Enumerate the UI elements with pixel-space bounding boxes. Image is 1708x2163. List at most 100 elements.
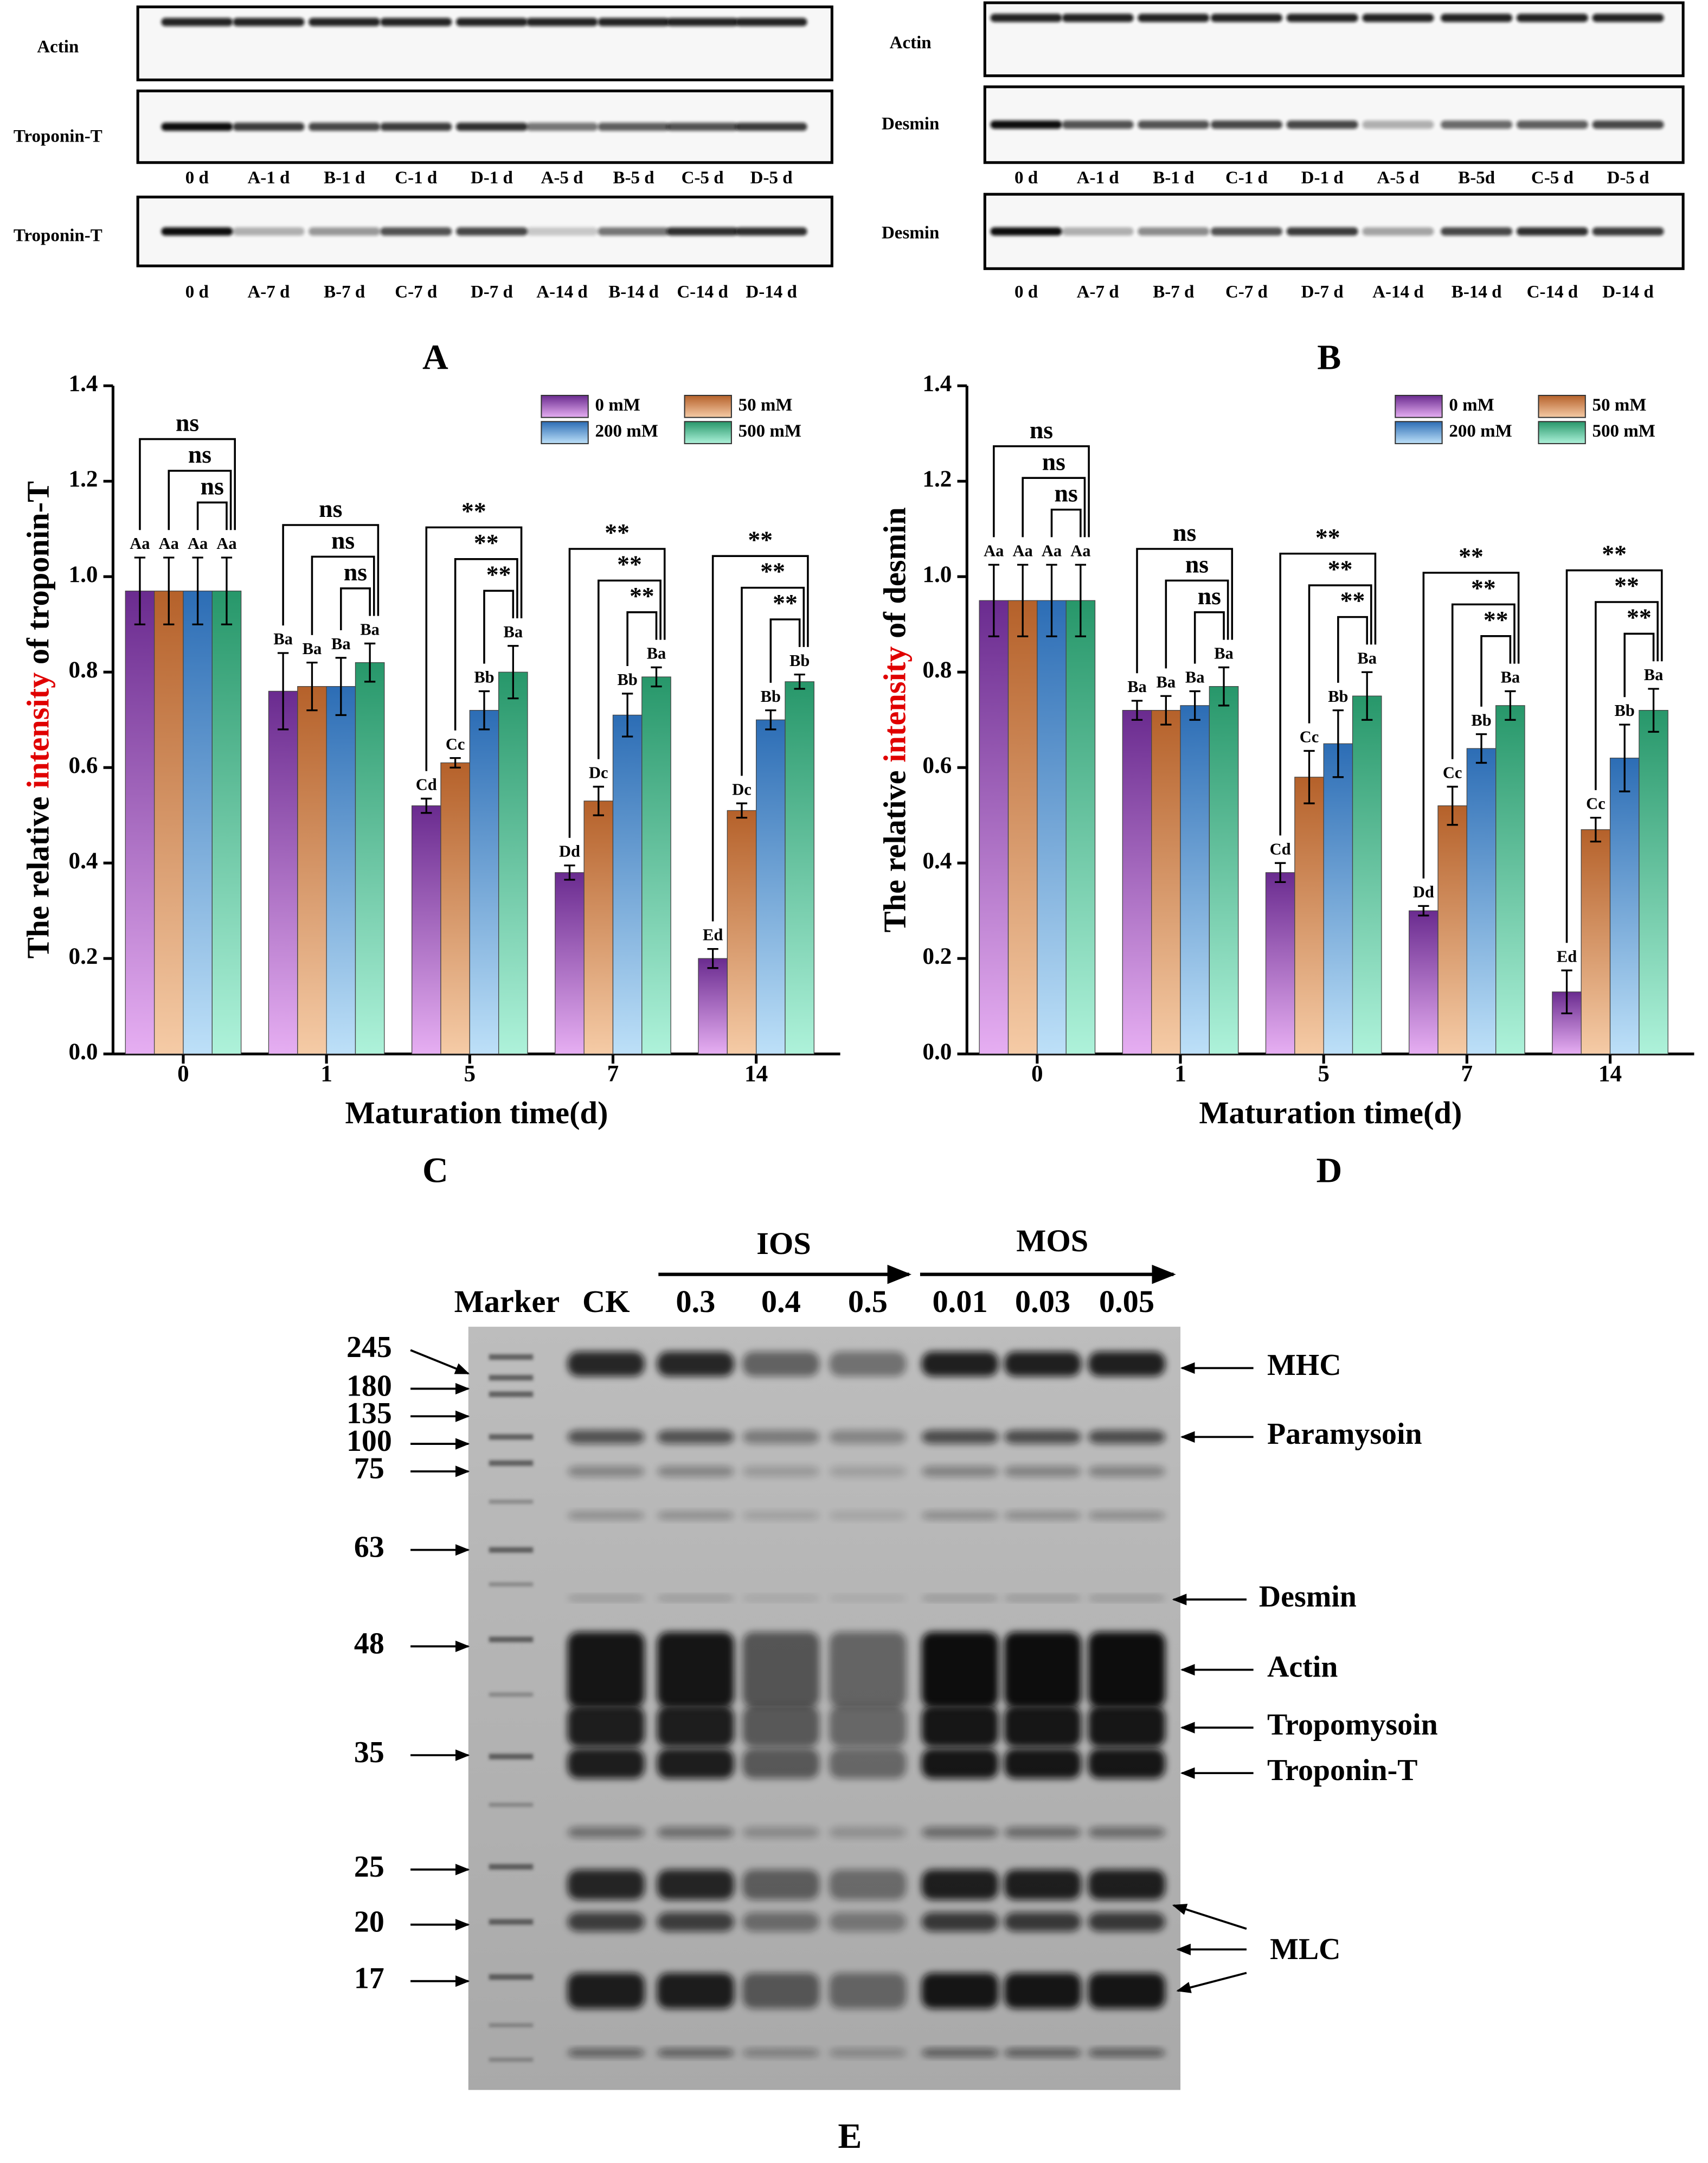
legend-swatch: [684, 395, 732, 418]
significance-label: ns: [319, 495, 342, 522]
significance-letter: Aa: [1042, 541, 1062, 560]
error-bar: [1160, 695, 1172, 726]
blot-band: [380, 123, 452, 131]
gel-band: [829, 1631, 907, 1708]
blot-band: [161, 227, 233, 236]
significance-letter: Cc: [1300, 728, 1319, 746]
error-bar: [651, 666, 662, 688]
bar: [1437, 805, 1467, 1054]
error-bar: [1131, 700, 1143, 721]
bar: [1065, 600, 1096, 1054]
panel-label: E: [838, 2116, 862, 2156]
significance-bracket: [1279, 552, 1377, 836]
gel-band: [567, 1430, 645, 1444]
gel-band: [921, 1912, 999, 1932]
blot-band: [1138, 120, 1210, 129]
blot-band: [666, 123, 739, 131]
blot-band: [455, 123, 528, 131]
error-bar: [988, 564, 999, 637]
gel-band: [1004, 1748, 1082, 1779]
gel-band: [657, 1827, 735, 1838]
marker-label: 135: [346, 1397, 392, 1430]
y-tick-label: 0.0: [69, 1039, 98, 1065]
significance-letter: Aa: [216, 534, 236, 553]
panel-label: B: [1317, 338, 1341, 377]
gel-band: [921, 1869, 999, 1900]
bar: [1037, 600, 1067, 1054]
blot-band: [1138, 14, 1210, 22]
significance-label: **: [605, 519, 630, 546]
significance-bracket: [741, 586, 805, 776]
gel-band: [829, 2049, 907, 2057]
gel-band: [829, 1748, 907, 1779]
blot-band: [1062, 227, 1134, 236]
band-label: MLC: [1270, 1932, 1340, 1966]
gel-band: [1088, 1973, 1166, 2009]
significance-bracket: [1022, 477, 1086, 537]
bar: [727, 810, 757, 1054]
significance-letter: Ba: [303, 639, 322, 658]
lane-label: 0.3: [676, 1284, 715, 1319]
marker-label: 48: [354, 1627, 384, 1660]
blot-band: [990, 227, 1062, 236]
x-tick-label: 7: [607, 1061, 619, 1087]
bar: [698, 958, 728, 1054]
blot-lane-label: A-7 d: [247, 283, 290, 302]
bar: [183, 590, 213, 1054]
blot-band: [1516, 14, 1588, 22]
x-tick-label: 14: [744, 1061, 768, 1087]
gel-band: [829, 1511, 907, 1520]
blot-band: [598, 123, 670, 131]
bar: [785, 681, 814, 1054]
gel-band: [1004, 1511, 1082, 1520]
gel-band: [921, 1351, 999, 1377]
blot-band: [1362, 227, 1434, 236]
blot-band: [1516, 120, 1588, 129]
lane-label: 0.05: [1099, 1284, 1154, 1319]
gel-band: [489, 1499, 534, 1504]
gel-band: [742, 1430, 820, 1444]
blot-lane-label: 0 d: [185, 168, 209, 188]
blot-row-label: Desmin: [882, 114, 939, 134]
gel-band: [1088, 1748, 1166, 1779]
error-bar: [163, 556, 175, 625]
gel-band: [1088, 1705, 1166, 1747]
bar: [1007, 600, 1038, 1054]
gel-band: [657, 1705, 735, 1747]
x-tick-label: 1: [320, 1061, 332, 1087]
error-bar: [421, 797, 432, 814]
x-tick-label: 0: [177, 1061, 189, 1087]
gel-band: [921, 1705, 999, 1747]
gel-band: [657, 1430, 735, 1444]
legend-label: 200 mM: [595, 421, 658, 441]
blot-band: [666, 18, 739, 27]
blot-lane-label: B-7 d: [1153, 283, 1194, 302]
significance-letter: Aa: [1013, 541, 1033, 560]
blot-row-label: Actin: [37, 37, 79, 56]
error-bar: [1418, 905, 1429, 917]
blot-band: [455, 227, 528, 236]
gel-band: [742, 1631, 820, 1708]
blot-lane-label: 0 d: [1014, 168, 1038, 188]
gel-band: [567, 2049, 645, 2057]
significance-letter: Ba: [273, 630, 293, 648]
gel-band: [829, 1705, 907, 1747]
bar: [211, 590, 242, 1054]
gel-band: [1088, 1827, 1166, 1838]
blot-lane-label: A-7 d: [1077, 283, 1119, 302]
gel-band: [742, 1912, 820, 1932]
lane-label: CK: [582, 1284, 630, 1319]
gel-band: [829, 1351, 907, 1377]
gel-band: [489, 1391, 534, 1397]
blot-band: [666, 227, 739, 236]
blot-lane-label: C-5 d: [682, 168, 724, 188]
gel-band: [829, 1973, 907, 2009]
y-axis-label-part: of desmin: [877, 507, 913, 646]
significance-letter: Ba: [647, 644, 666, 663]
significance-letter: Bb: [1471, 711, 1491, 729]
blot-band: [598, 18, 670, 27]
gel-band: [489, 1754, 534, 1759]
gel-band: [567, 1595, 645, 1601]
legend-label: 0 mM: [1449, 395, 1494, 415]
